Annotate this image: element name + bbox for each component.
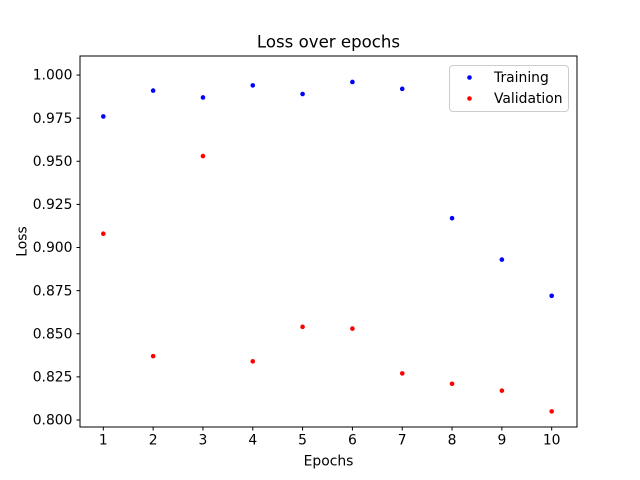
x-tick-label: 5: [298, 433, 307, 449]
x-tick-label: 7: [398, 433, 407, 449]
x-tick-label: 9: [497, 433, 506, 449]
data-point-training: [449, 215, 455, 221]
legend-label-training: Training: [493, 70, 549, 86]
data-point-training: [300, 91, 305, 97]
x-tick-label: 3: [199, 433, 208, 449]
data-point-validation: [300, 324, 305, 330]
legend-entry-validation: Validation: [467, 91, 563, 107]
chart-title: Loss over epochs: [257, 33, 400, 52]
x-tick-label: 1: [99, 433, 108, 449]
data-point-training: [101, 114, 106, 119]
data-point-training: [350, 79, 355, 85]
axes-layer: 0.800 0.825 0.850 0.875 0.900 0.925 0.950 0.975…: [33, 55, 578, 449]
x-tick-label: 8: [448, 433, 457, 449]
legend: Training Validation: [449, 65, 569, 112]
x-axis-label: Epochs: [304, 454, 354, 470]
y-tick-label: 0.975: [33, 111, 73, 127]
validation-marker-icon: [467, 96, 472, 101]
y-tick-label: 0.925: [33, 197, 73, 213]
data-point-training: [150, 88, 156, 93]
legend-box: [449, 65, 569, 112]
data-point-validation: [200, 153, 206, 159]
data-point-validation: [250, 359, 256, 364]
data-point-training: [250, 83, 256, 88]
x-tick-label: 10: [543, 433, 561, 449]
legend-label-validation: Validation: [494, 91, 563, 107]
data-point-validation: [101, 231, 106, 237]
data-point-validation: [399, 371, 405, 376]
y-axis-label: Loss: [15, 226, 31, 256]
data-point-validation: [150, 353, 156, 359]
training-marker-icon: [467, 75, 472, 80]
y-tick-label: 0.800: [33, 413, 73, 429]
data-point-training: [200, 95, 206, 100]
y-tick-label: 0.850: [33, 326, 73, 342]
data-point-training: [549, 293, 554, 299]
y-tick-label: 1.000: [33, 68, 73, 84]
y-tick-label: 0.950: [33, 154, 73, 170]
plot-area: [79, 55, 578, 428]
y-tick-label: 0.875: [33, 283, 73, 299]
x-tick-label: 4: [248, 433, 257, 449]
x-tick-label: 6: [348, 433, 357, 449]
data-point-validation: [449, 381, 455, 387]
data-point-validation: [350, 326, 355, 331]
legend-entry-training: Training: [467, 70, 549, 86]
data-point-training: [399, 86, 405, 92]
y-tick-label: 0.825: [33, 370, 73, 386]
data-point-training: [499, 257, 505, 262]
y-tick-label: 0.900: [33, 240, 73, 256]
x-tick-label: 2: [149, 433, 158, 449]
data-point-validation: [549, 409, 554, 414]
data-point-validation: [499, 388, 505, 393]
